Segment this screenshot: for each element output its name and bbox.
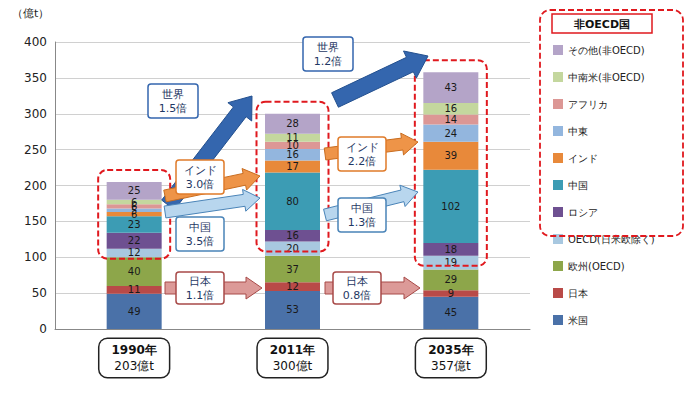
- svg-text:357億t: 357億t: [431, 359, 471, 373]
- svg-text:16: 16: [286, 230, 299, 241]
- svg-text:日本: 日本: [346, 275, 368, 288]
- svg-text:0.8倍: 0.8倍: [343, 289, 372, 302]
- svg-text:2011年: 2011年: [270, 343, 315, 357]
- svg-text:アフリカ: アフリカ: [568, 99, 608, 110]
- svg-text:17: 17: [286, 161, 299, 172]
- svg-text:14: 14: [444, 114, 457, 125]
- svg-text:49: 49: [128, 306, 141, 317]
- svg-text:中国: 中国: [189, 221, 211, 234]
- svg-text:11: 11: [286, 132, 299, 143]
- svg-text:53: 53: [286, 304, 299, 315]
- svg-text:400: 400: [24, 35, 47, 49]
- svg-text:250: 250: [24, 143, 47, 157]
- svg-text:28: 28: [286, 118, 299, 129]
- svg-text:16: 16: [286, 149, 299, 161]
- svg-text:23: 23: [128, 219, 141, 230]
- svg-text:37: 37: [286, 264, 299, 275]
- svg-text:世界: 世界: [162, 88, 184, 101]
- svg-text:16: 16: [444, 103, 457, 114]
- svg-text:100: 100: [24, 250, 47, 264]
- svg-text:世界: 世界: [317, 41, 339, 54]
- svg-text:欧州(OECD): 欧州(OECD): [568, 261, 625, 272]
- svg-text:22: 22: [128, 235, 141, 246]
- svg-text:45: 45: [444, 307, 457, 318]
- svg-text:25: 25: [128, 185, 141, 196]
- svg-text:40: 40: [128, 266, 141, 277]
- svg-text:（億t）: （億t）: [12, 7, 49, 20]
- svg-text:日本: 日本: [189, 275, 211, 288]
- svg-text:その他(非OECD): その他(非OECD): [568, 45, 645, 56]
- svg-text:12: 12: [128, 247, 141, 258]
- svg-text:20: 20: [286, 243, 299, 254]
- svg-text:2.2倍: 2.2倍: [348, 155, 377, 168]
- svg-text:12: 12: [286, 281, 299, 292]
- svg-text:350: 350: [24, 71, 47, 85]
- svg-text:1.5倍: 1.5倍: [159, 102, 188, 115]
- svg-text:3.5倍: 3.5倍: [186, 235, 215, 248]
- svg-text:18: 18: [444, 244, 457, 255]
- svg-text:6: 6: [131, 197, 137, 208]
- svg-text:300億t: 300億t: [273, 359, 313, 373]
- svg-text:24: 24: [444, 128, 457, 139]
- svg-text:インド: インド: [568, 153, 598, 164]
- svg-text:中南米(非OECD): 中南米(非OECD): [568, 72, 645, 83]
- svg-text:102: 102: [441, 201, 460, 212]
- svg-text:50: 50: [32, 286, 47, 300]
- svg-text:ロシア: ロシア: [568, 207, 598, 218]
- svg-text:1.2倍: 1.2倍: [314, 55, 343, 68]
- svg-text:非OECD国: 非OECD国: [573, 18, 630, 31]
- svg-text:2035年: 2035年: [428, 343, 473, 357]
- svg-text:19: 19: [444, 257, 458, 269]
- svg-text:200: 200: [24, 179, 47, 193]
- svg-text:米国: 米国: [568, 315, 588, 326]
- svg-text:29: 29: [444, 274, 457, 285]
- svg-text:3.0倍: 3.0倍: [186, 178, 215, 191]
- svg-text:中東: 中東: [568, 126, 588, 137]
- svg-text:9: 9: [448, 288, 454, 299]
- svg-text:インド: インド: [346, 141, 379, 154]
- svg-text:OECD(日米欧除く): OECD(日米欧除く): [568, 233, 655, 245]
- svg-text:日本: 日本: [568, 288, 588, 299]
- svg-text:中国: 中国: [568, 180, 588, 191]
- svg-text:39: 39: [444, 150, 457, 161]
- svg-text:43: 43: [444, 82, 457, 93]
- svg-text:0: 0: [39, 322, 47, 336]
- svg-text:150: 150: [24, 214, 47, 228]
- svg-text:11: 11: [128, 284, 141, 295]
- svg-text:80: 80: [286, 196, 299, 207]
- svg-text:1.1倍: 1.1倍: [186, 289, 215, 302]
- svg-text:インド: インド: [184, 164, 217, 177]
- svg-text:1.3倍: 1.3倍: [348, 216, 377, 229]
- svg-text:300: 300: [24, 107, 47, 121]
- svg-text:1990年: 1990年: [111, 343, 156, 357]
- svg-text:10: 10: [286, 139, 299, 151]
- svg-text:中国: 中国: [351, 202, 373, 215]
- svg-text:203億t: 203億t: [114, 359, 154, 373]
